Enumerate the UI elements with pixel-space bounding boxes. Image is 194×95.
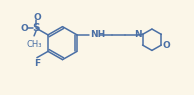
Text: CH₃: CH₃ bbox=[26, 40, 42, 49]
Text: O: O bbox=[162, 41, 170, 50]
Text: F: F bbox=[34, 59, 40, 68]
Text: S: S bbox=[32, 23, 40, 33]
Text: N: N bbox=[134, 30, 142, 39]
Text: NH: NH bbox=[90, 30, 105, 39]
Text: O: O bbox=[20, 24, 28, 33]
Text: O: O bbox=[33, 13, 41, 22]
